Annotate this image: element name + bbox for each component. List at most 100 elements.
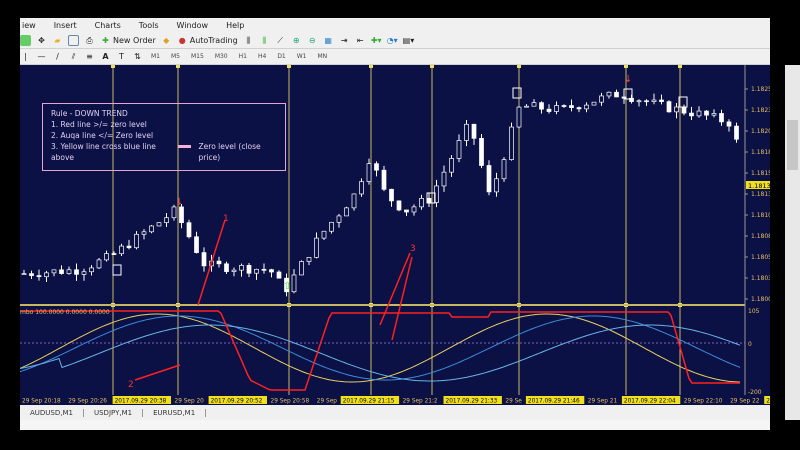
print-preview-icon[interactable]: ⎙ (86, 36, 93, 45)
time-label: 29 Se (505, 399, 522, 405)
sell-arrow-icon: ↓ (175, 197, 183, 208)
time-label: 2017.09.29 21:15 (343, 399, 395, 405)
bear-candle (261, 268, 267, 271)
autoscroll-icon[interactable]: ⇥ (340, 36, 348, 45)
line-handle[interactable] (287, 65, 291, 68)
scrollbar-thumb[interactable] (787, 120, 798, 170)
metaeditor-icon[interactable]: ◆ (163, 36, 170, 45)
crosshair-icon[interactable]: ✥ (38, 36, 45, 45)
time-marker (525, 396, 585, 404)
menu-insert[interactable]: Insert (53, 21, 77, 30)
tab-eurusd[interactable]: EURUSD,M1 (143, 408, 207, 417)
tf-mn[interactable]: MN (317, 53, 328, 60)
status-area (20, 420, 770, 430)
bear-candle (666, 101, 672, 113)
bull-candle (531, 102, 537, 107)
bull-candle (696, 110, 702, 117)
folder-icon[interactable]: ▰ (54, 36, 61, 45)
line-handle[interactable] (176, 65, 180, 68)
new-chart-icon[interactable] (20, 35, 31, 46)
horizontal-line-icon[interactable]: — (37, 52, 46, 61)
rule-box: Rule - DOWN TREND 1. Red line >/= zero l… (42, 103, 286, 171)
bear-candle (201, 252, 207, 267)
ind-axis-minus200: -200 (748, 389, 762, 396)
window-icon[interactable] (68, 35, 79, 46)
periods-icon[interactable]: ◔▾ (386, 36, 398, 45)
vertical-line-icon[interactable]: | (24, 52, 27, 61)
yellow-line (19, 313, 741, 383)
price-label: 1.18030 (751, 275, 770, 282)
signal-box-icon (678, 96, 688, 108)
time-label: 29 Sep 20:18 (22, 399, 61, 405)
text-icon[interactable]: A (102, 52, 109, 61)
menu-help[interactable]: Help (226, 21, 245, 30)
menu-view[interactable]: iew (22, 21, 36, 30)
line-handle[interactable] (111, 65, 115, 68)
price-label: 1.18180 (751, 149, 770, 156)
price-label: 1.18105 (751, 212, 770, 219)
tf-m15[interactable]: M15 (191, 53, 204, 60)
menu-tools[interactable]: Tools (138, 21, 159, 30)
indicators-icon[interactable]: ✚▾ (370, 36, 382, 45)
line-handle[interactable] (369, 65, 373, 68)
new-order-button[interactable]: ✚ New Order (100, 35, 156, 46)
bull-candle (141, 231, 147, 235)
bull-candle (411, 206, 417, 213)
bull-candle (164, 217, 169, 224)
bear-candle (276, 271, 282, 279)
tf-h4[interactable]: H4 (257, 53, 267, 60)
chart-area[interactable]: ↓ ↓ ⇧ 1.18255 1.18230 1.18205 1.18180 1.18155 1… (19, 65, 800, 405)
autotrading-button[interactable]: ● AutoTrading (177, 35, 238, 46)
vertical-scrollbar[interactable] (785, 65, 800, 420)
bull-candle (599, 95, 604, 103)
line-handle[interactable] (624, 65, 628, 68)
bear-candle (726, 121, 732, 127)
tile-icon[interactable]: ▦ (324, 36, 332, 45)
bull-candle (21, 273, 27, 275)
menu-charts[interactable]: Charts (94, 21, 121, 30)
menu-window[interactable]: Window (176, 21, 209, 30)
line-handle[interactable] (678, 65, 682, 68)
tab-audusd[interactable]: AUDUSD,M1 (20, 408, 84, 417)
arrows-icon[interactable]: ⇅ (134, 52, 141, 61)
time-marker (208, 396, 267, 404)
bull-candle (456, 140, 462, 159)
price-label: 1.18080 (751, 233, 770, 240)
chart-shift-icon[interactable]: ⇤ (356, 36, 364, 45)
line-handle[interactable] (430, 65, 434, 68)
arrow-3b (391, 256, 413, 341)
ind-axis-0: 0 (748, 341, 752, 348)
tf-w1[interactable]: W1 (296, 53, 307, 60)
time-label: 29 Sep 20:26 (68, 399, 107, 405)
zoom-out-icon[interactable]: ⊖ (308, 36, 316, 45)
bear-candle (269, 269, 274, 273)
bull-candle (299, 261, 304, 276)
bull-candle (554, 105, 559, 112)
price-label: 1.18205 (751, 128, 770, 135)
trendline-icon[interactable]: / (56, 52, 59, 61)
bear-candle (486, 165, 492, 193)
line-chart-icon[interactable]: ⟋ (277, 36, 283, 45)
bear-candle (29, 273, 34, 276)
tf-d1[interactable]: D1 (277, 53, 286, 60)
drawing-toolbar: | — / ⫽ ≡ A T ⇅ M1 M5 M15 M30 H1 H4 D1 W… (20, 49, 770, 65)
tf-m30[interactable]: M30 (214, 53, 228, 60)
tf-h1[interactable]: H1 (238, 53, 247, 60)
bear-candle (179, 206, 184, 224)
bear-candle (704, 110, 709, 116)
line-handle[interactable] (517, 65, 521, 68)
fibonacci-icon[interactable]: ≡ (86, 52, 93, 61)
tab-usdjpy[interactable]: USDJPY,M1 (84, 408, 144, 417)
text-label-icon[interactable]: T (119, 52, 124, 61)
candle-chart-icon[interactable]: ⫼ (262, 36, 267, 45)
tf-m5[interactable]: M5 (171, 53, 180, 60)
templates-icon[interactable]: ▤▾ (402, 36, 415, 45)
tf-m1[interactable]: M1 (151, 53, 160, 60)
plus-icon: ✚ (102, 36, 109, 45)
channel-icon[interactable]: ⫽ (71, 52, 76, 61)
bar-chart-icon[interactable]: ⫼ (246, 36, 251, 45)
bear-candle (426, 198, 432, 203)
rule-line-2: 2. Auqa line </= Zero level (51, 131, 154, 140)
zoom-in-icon[interactable]: ⊕ (292, 36, 300, 45)
arrow-1 (197, 219, 226, 306)
